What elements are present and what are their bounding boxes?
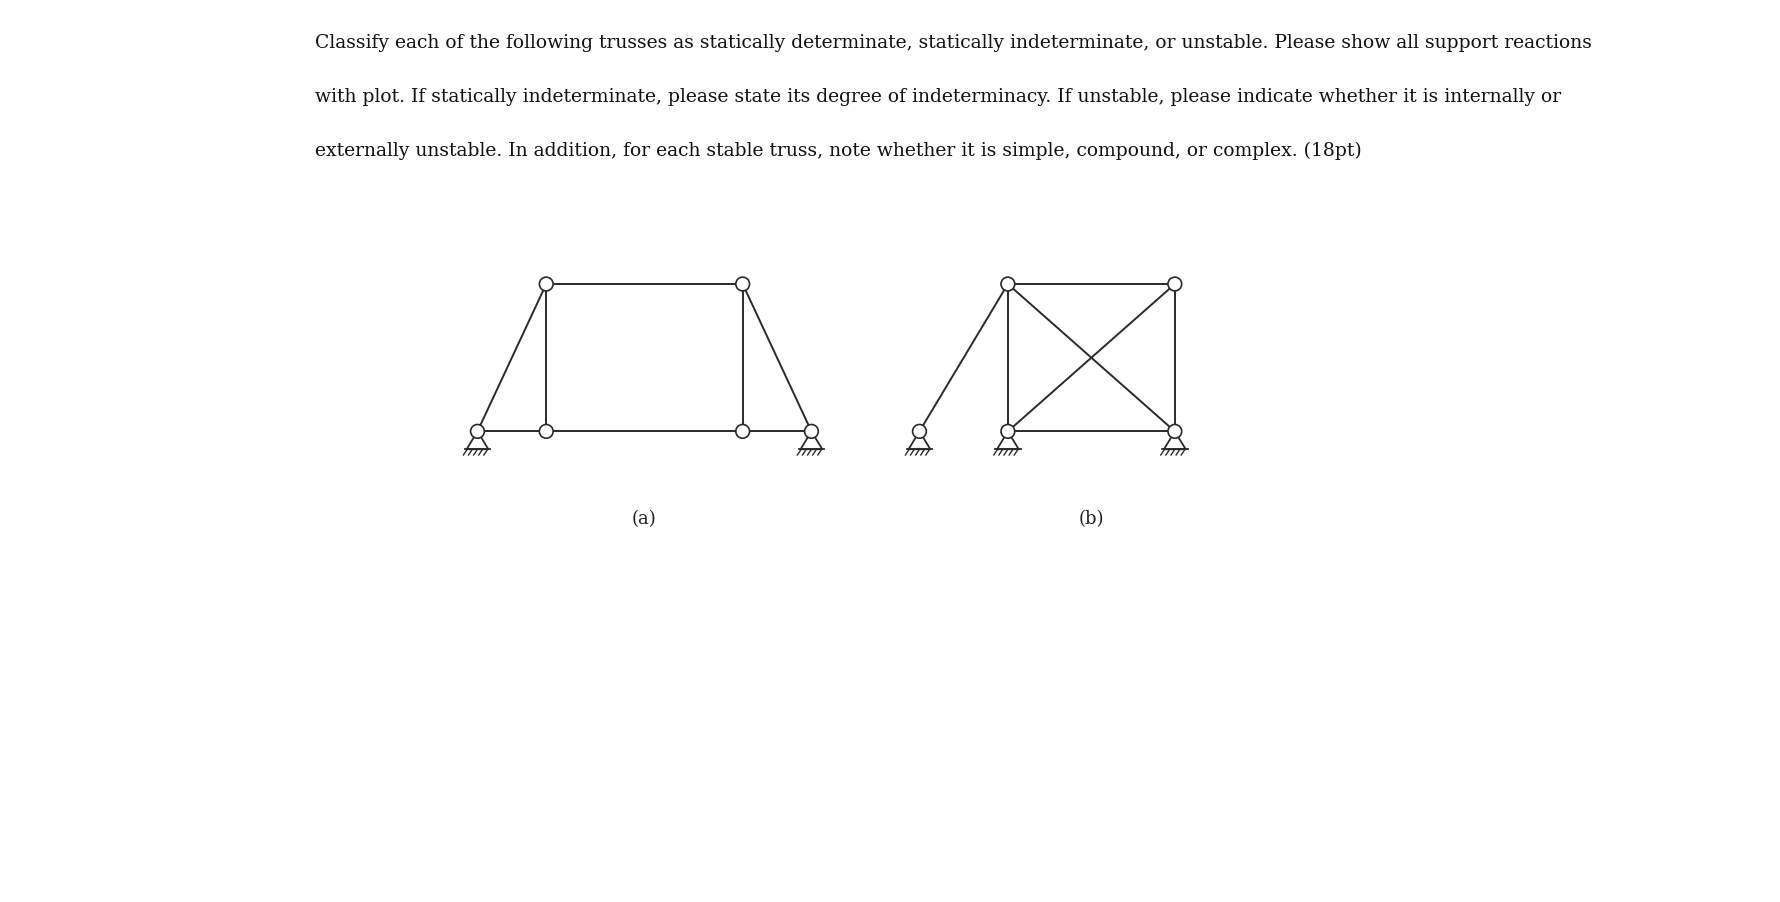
Circle shape [470, 425, 484, 438]
Text: Classify each of the following trusses as statically determinate, statically ind: Classify each of the following trusses a… [315, 33, 1593, 51]
Circle shape [1000, 425, 1015, 438]
Circle shape [1168, 277, 1182, 291]
Text: externally unstable. In addition, for each stable truss, note whether it is simp: externally unstable. In addition, for ea… [315, 142, 1362, 160]
Circle shape [1168, 425, 1182, 438]
Circle shape [735, 277, 749, 291]
Circle shape [539, 277, 554, 291]
Text: (b): (b) [1079, 510, 1104, 528]
Circle shape [539, 425, 554, 438]
Circle shape [805, 425, 819, 438]
Circle shape [1000, 277, 1015, 291]
Text: with plot. If statically indeterminate, please state its degree of indeterminacy: with plot. If statically indeterminate, … [315, 87, 1561, 106]
Text: (a): (a) [632, 510, 657, 528]
Circle shape [913, 425, 926, 438]
Circle shape [735, 425, 749, 438]
